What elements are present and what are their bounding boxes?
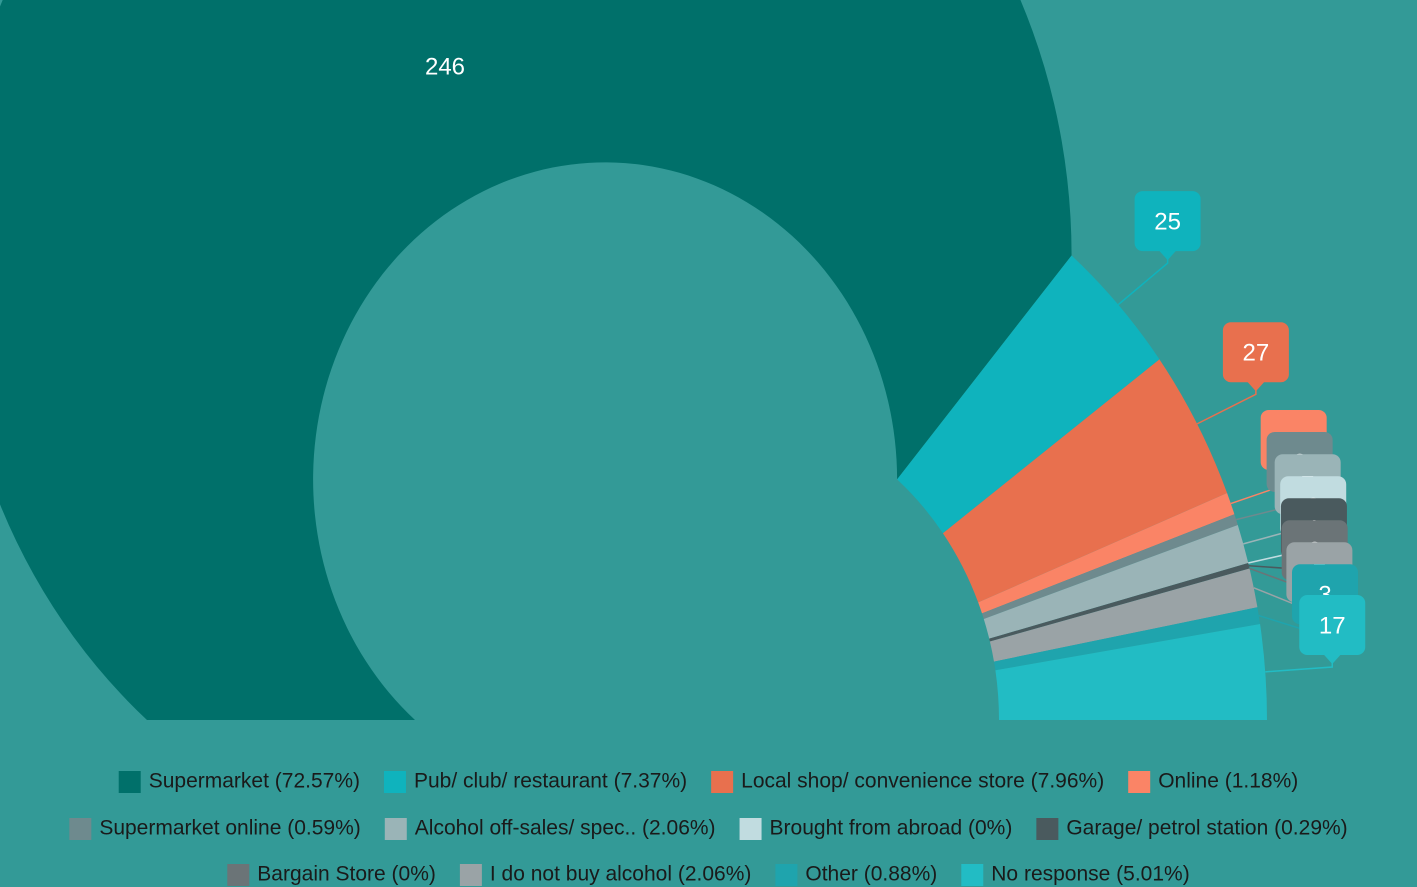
legend-swatch <box>739 818 762 840</box>
data-label-pointer <box>1158 250 1177 261</box>
legend-row: Supermarket (72.57%) Pub/ club/ restauran… <box>118 770 1298 793</box>
data-label: 27 <box>1243 340 1270 367</box>
data-label-pointer <box>1323 654 1342 665</box>
data-label-pointer <box>1246 381 1265 392</box>
legend-label: Other (0.88%) <box>805 863 937 886</box>
leader-line <box>1265 655 1334 673</box>
legend-swatch <box>69 818 92 840</box>
legend-swatch <box>227 864 250 886</box>
legend-label: Online (1.18%) <box>1158 770 1298 793</box>
data-label-pointer <box>436 95 455 106</box>
legend-swatch <box>384 818 407 840</box>
slice <box>982 514 1238 619</box>
legend-label: Brought from abroad (0%) <box>770 817 1013 840</box>
legend-swatch <box>1036 818 1059 840</box>
legend-swatch <box>775 864 798 886</box>
legend-label: I do not buy alcohol (2.06%) <box>490 863 752 886</box>
legend-swatch <box>961 864 984 886</box>
legend-row: Bargain Store (0%) I do not buy alcohol (… <box>227 863 1190 886</box>
legend-row: Supermarket online (0.59%) Alcohol off-sa… <box>69 817 1348 840</box>
data-label-box <box>412 36 479 97</box>
legend-label: Local shop/ convenience store (7.96%) <box>741 770 1104 793</box>
data-label-box <box>1222 322 1289 383</box>
data-label: 25 <box>1154 208 1181 235</box>
legend-label: Supermarket (72.57%) <box>149 770 360 793</box>
legend-swatch <box>459 864 482 886</box>
legend-label: Supermarket online (0.59%) <box>99 817 360 840</box>
data-label: 246 <box>425 54 465 81</box>
legend-swatch <box>711 771 734 793</box>
data-label: 17 <box>1319 612 1346 639</box>
legend-label: Alcohol off-sales/ spec.. (2.06%) <box>415 817 716 840</box>
legend-label: Pub/ club/ restaurant (7.37%) <box>414 770 687 793</box>
leader-line <box>1196 382 1257 425</box>
slice <box>897 255 1160 534</box>
legend-label: Garage/ petrol station (0.29%) <box>1066 817 1347 840</box>
slice <box>989 568 1258 662</box>
legend-swatch <box>118 771 141 793</box>
slice <box>942 359 1228 603</box>
legend-swatch <box>1128 771 1151 793</box>
legend-swatch <box>383 771 406 793</box>
slice <box>989 562 1250 642</box>
leader-line <box>1117 251 1169 306</box>
slice <box>978 493 1235 614</box>
slice <box>995 623 1267 720</box>
data-label-box <box>1134 191 1201 252</box>
slice <box>0 0 1072 720</box>
slice <box>993 607 1261 671</box>
data-label-box <box>1299 595 1366 656</box>
legend-label: Bargain Store (0%) <box>257 863 436 886</box>
legend-label: No response (5.01%) <box>991 863 1189 886</box>
slice <box>983 524 1249 639</box>
